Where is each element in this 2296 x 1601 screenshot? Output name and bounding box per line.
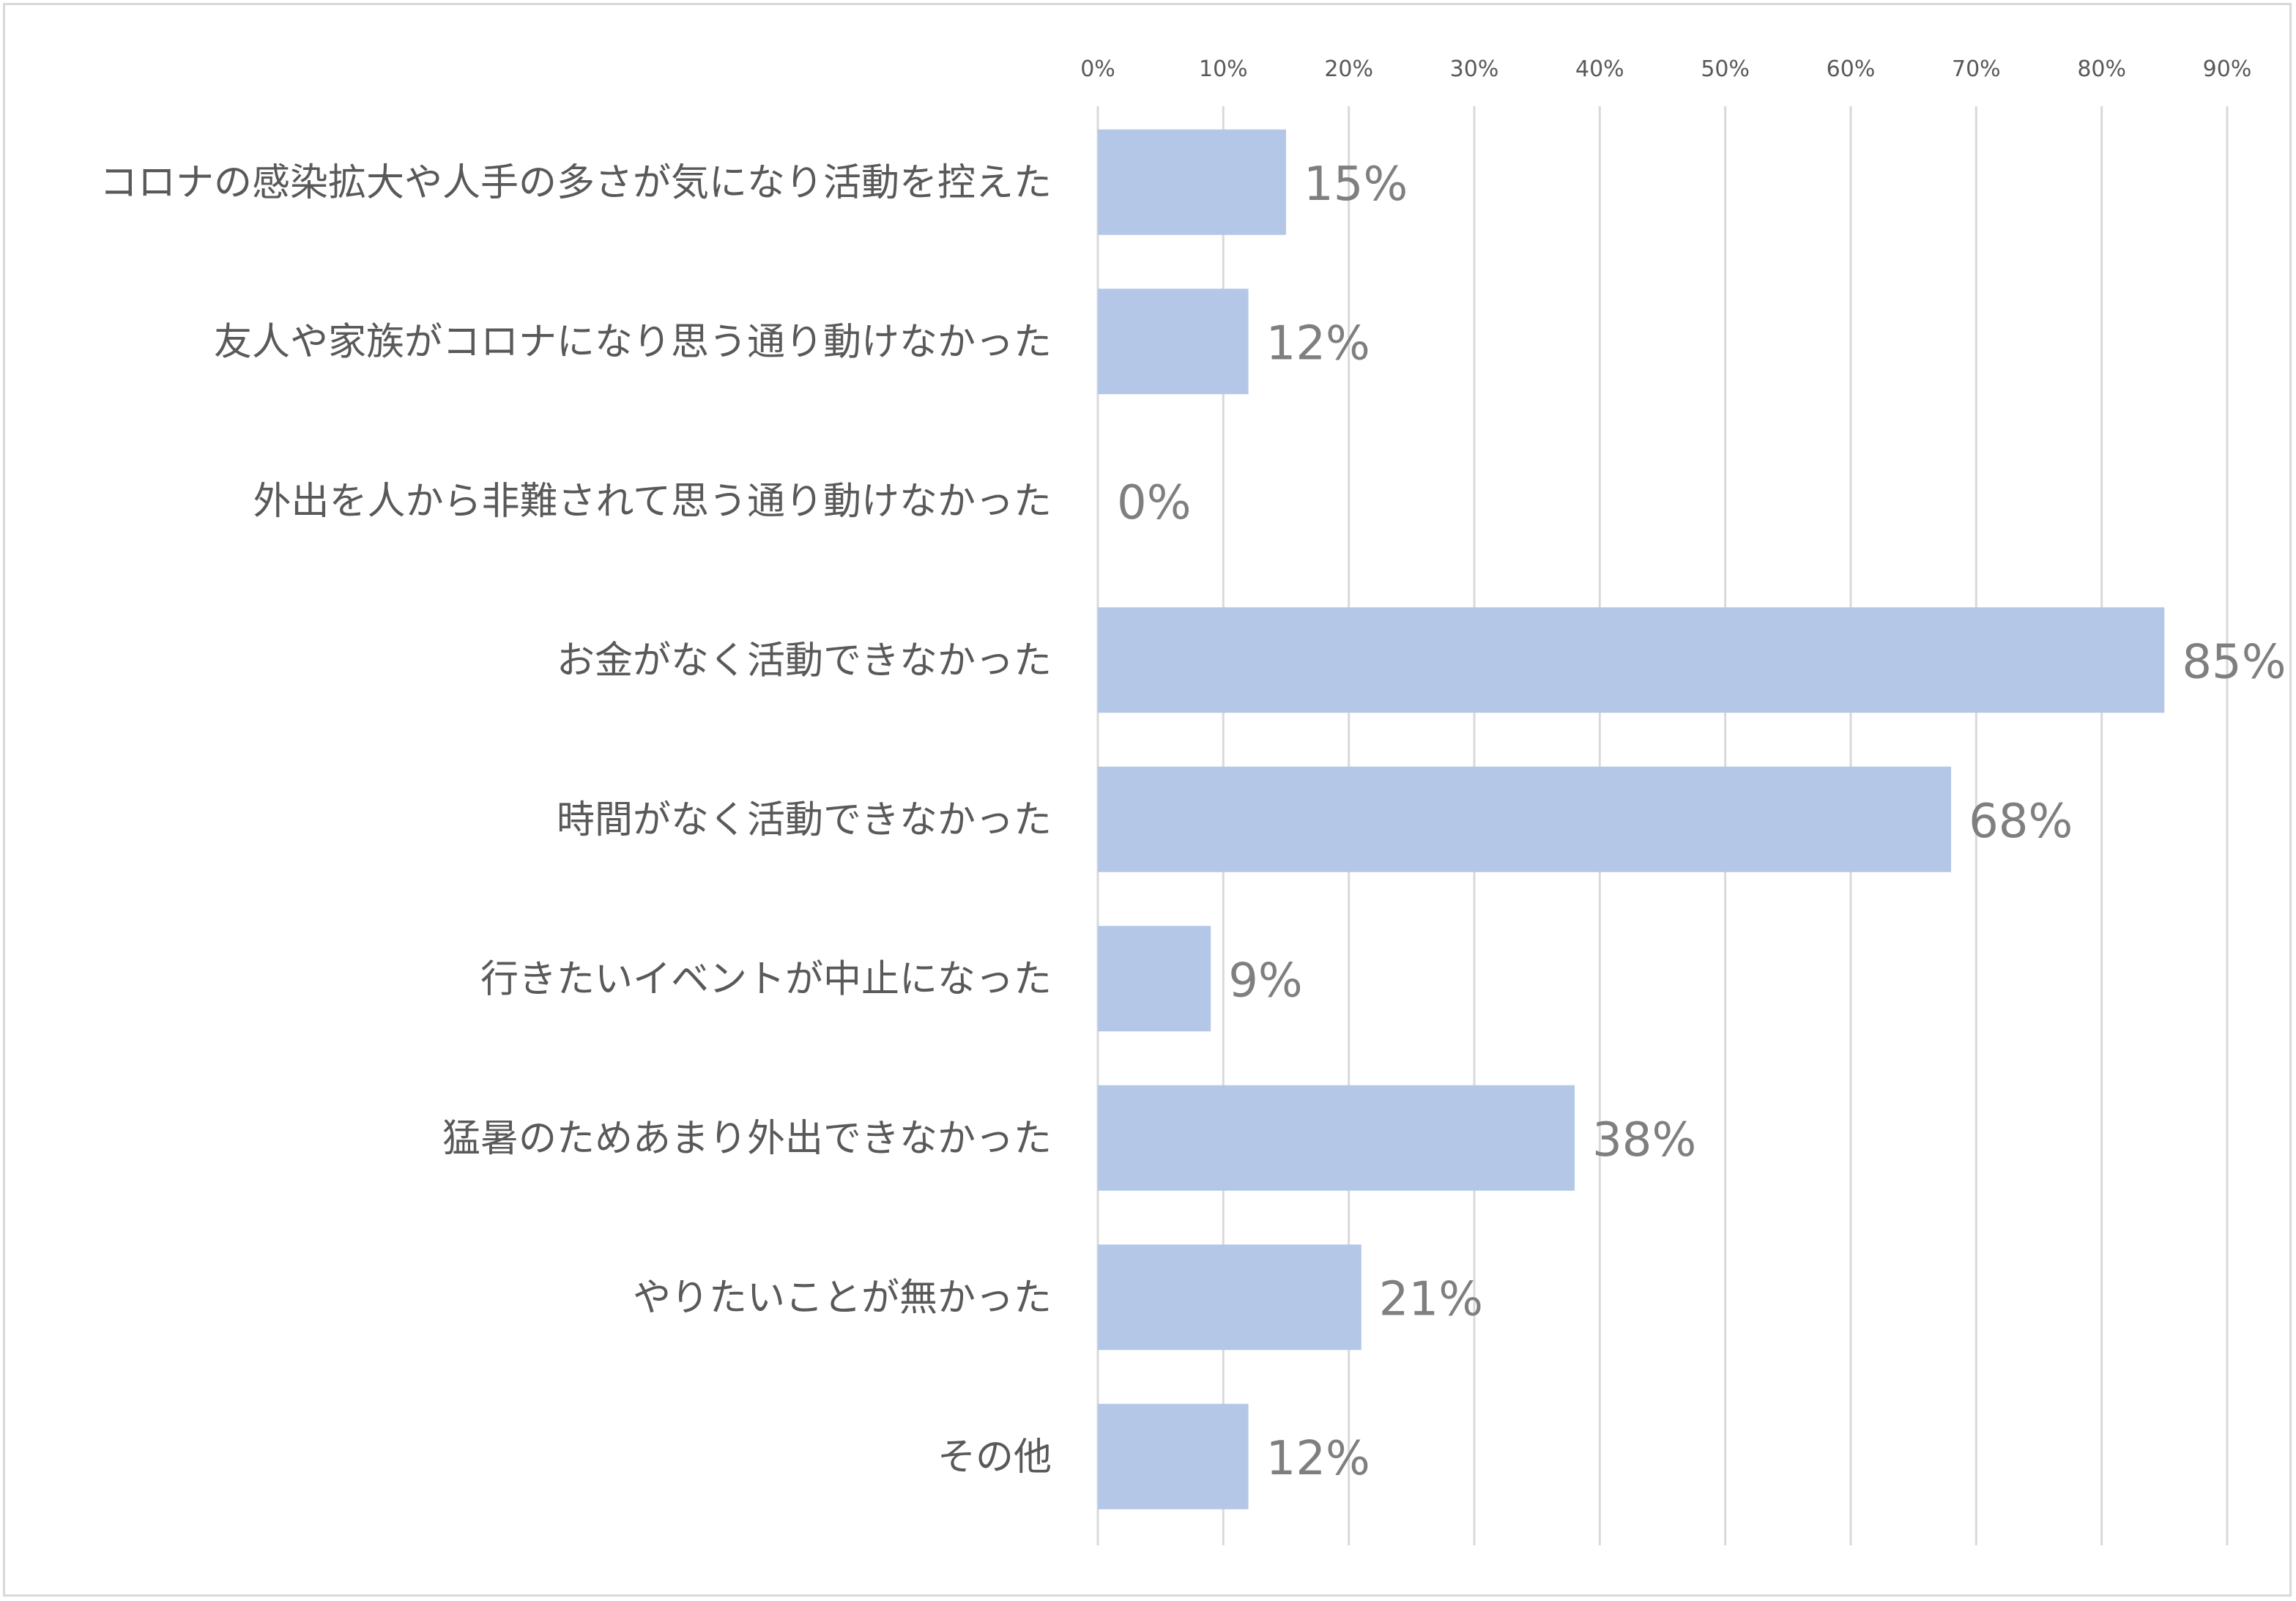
data-label: 15%	[1304, 157, 1408, 212]
bar	[1098, 926, 1211, 1032]
data-label: 68%	[1969, 795, 2073, 849]
data-label: 12%	[1266, 316, 1370, 371]
data-label: 38%	[1592, 1113, 1696, 1167]
category-label: 時間がなく活動できなかった	[557, 798, 1052, 842]
x-tick-label: 20%	[1324, 56, 1373, 82]
x-tick-label: 80%	[2077, 56, 2126, 82]
data-labels: 15% 12% 0% 85% 68% 9% 38% 21% 12%	[1117, 157, 2286, 1486]
bar	[1098, 766, 1952, 872]
category-label: お金がなく活動できなかった	[557, 639, 1052, 683]
category-label: やりたいことが無かった	[633, 1276, 1052, 1320]
category-label: 外出を人から非難されて思う通り動けなかった	[253, 480, 1052, 524]
category-label: コロナの感染拡大や人手の多さが気になり活動を控えた	[100, 161, 1052, 205]
bar	[1098, 129, 1286, 235]
data-label: 0%	[1117, 476, 1192, 530]
x-tick-label: 60%	[1827, 56, 1876, 82]
data-label: 85%	[2182, 635, 2286, 689]
x-tick-label: 10%	[1199, 56, 1248, 82]
bar	[1098, 1403, 1249, 1509]
bar	[1098, 1244, 1361, 1351]
category-labels: コロナの感染拡大や人手の多さが気になり活動を控えた友人や家族がコロナになり思う通…	[100, 161, 1052, 1479]
x-tick-label: 0%	[1080, 56, 1115, 82]
data-label: 21%	[1379, 1272, 1483, 1326]
x-axis-tick-labels: 0% 10% 20% 30% 40% 50% 60% 70% 80% 90%	[1080, 56, 2251, 82]
data-label: 12%	[1266, 1432, 1370, 1486]
x-tick-label: 90%	[2203, 56, 2252, 82]
x-tick-label: 50%	[1701, 56, 1750, 82]
bar	[1098, 1085, 1575, 1191]
bar	[1098, 607, 2165, 713]
category-label: 行きたいイベントが中止になった	[480, 957, 1052, 1001]
x-tick-label: 30%	[1450, 56, 1499, 82]
category-label: その他	[937, 1435, 1052, 1479]
bar	[1098, 289, 1249, 395]
x-tick-label: 70%	[1952, 56, 2001, 82]
bars	[1098, 129, 2165, 1509]
x-tick-label: 40%	[1575, 56, 1624, 82]
category-label: 友人や家族がコロナになり思う通り動けなかった	[214, 320, 1052, 364]
data-label: 9%	[1228, 954, 1303, 1008]
category-label: 猛暑のためあまり外出できなかった	[442, 1117, 1052, 1161]
